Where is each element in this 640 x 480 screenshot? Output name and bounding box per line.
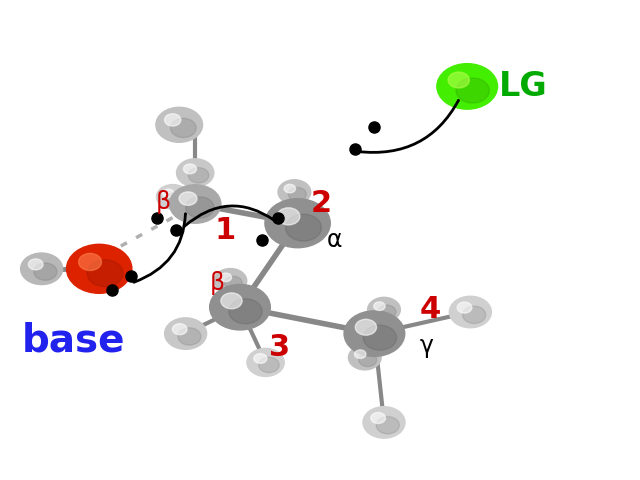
- Text: 1: 1: [214, 216, 236, 245]
- Circle shape: [156, 108, 202, 142]
- Circle shape: [164, 318, 207, 349]
- Text: LG: LG: [499, 70, 548, 103]
- Circle shape: [220, 273, 232, 282]
- Circle shape: [167, 192, 185, 206]
- Circle shape: [179, 192, 197, 205]
- Circle shape: [359, 353, 377, 367]
- Circle shape: [265, 199, 330, 248]
- Text: γ: γ: [419, 334, 433, 358]
- Circle shape: [210, 285, 270, 330]
- Circle shape: [371, 412, 385, 423]
- Circle shape: [186, 197, 214, 218]
- Circle shape: [376, 417, 399, 434]
- Circle shape: [285, 214, 321, 241]
- Circle shape: [163, 189, 174, 198]
- Text: β: β: [210, 271, 225, 295]
- Circle shape: [457, 302, 472, 313]
- Circle shape: [463, 306, 486, 324]
- FancyArrowPatch shape: [358, 100, 458, 153]
- Circle shape: [156, 184, 189, 209]
- Circle shape: [79, 253, 102, 271]
- Circle shape: [34, 263, 57, 280]
- Circle shape: [67, 244, 132, 293]
- Circle shape: [355, 350, 366, 359]
- Circle shape: [363, 325, 397, 350]
- Circle shape: [259, 357, 279, 372]
- Text: base: base: [22, 322, 125, 360]
- Circle shape: [289, 188, 307, 201]
- Circle shape: [171, 119, 196, 138]
- Circle shape: [284, 184, 296, 193]
- FancyArrowPatch shape: [184, 206, 274, 226]
- Circle shape: [177, 159, 214, 187]
- Circle shape: [367, 297, 401, 322]
- Circle shape: [374, 302, 385, 311]
- Circle shape: [172, 324, 187, 335]
- Circle shape: [355, 319, 376, 335]
- Circle shape: [188, 168, 209, 183]
- Circle shape: [221, 293, 242, 309]
- Circle shape: [87, 260, 123, 287]
- Text: 2: 2: [310, 190, 332, 218]
- Circle shape: [28, 259, 43, 270]
- Circle shape: [449, 296, 492, 328]
- Text: 4: 4: [419, 295, 440, 324]
- Circle shape: [456, 78, 490, 103]
- Circle shape: [170, 185, 221, 223]
- Circle shape: [348, 345, 381, 370]
- Circle shape: [214, 268, 247, 293]
- FancyArrowPatch shape: [134, 214, 186, 282]
- Circle shape: [184, 164, 196, 174]
- Text: 3: 3: [269, 334, 290, 362]
- Circle shape: [228, 299, 262, 324]
- Circle shape: [164, 114, 181, 126]
- Circle shape: [247, 348, 284, 376]
- Circle shape: [20, 253, 63, 285]
- Circle shape: [448, 72, 469, 88]
- Circle shape: [278, 180, 311, 204]
- Circle shape: [225, 276, 243, 290]
- Circle shape: [437, 64, 497, 109]
- Circle shape: [344, 311, 404, 356]
- Circle shape: [378, 305, 396, 319]
- Circle shape: [178, 328, 201, 345]
- Circle shape: [363, 407, 405, 438]
- Circle shape: [277, 208, 300, 225]
- Text: α: α: [326, 228, 342, 252]
- Circle shape: [254, 354, 267, 363]
- Text: β: β: [156, 190, 171, 214]
